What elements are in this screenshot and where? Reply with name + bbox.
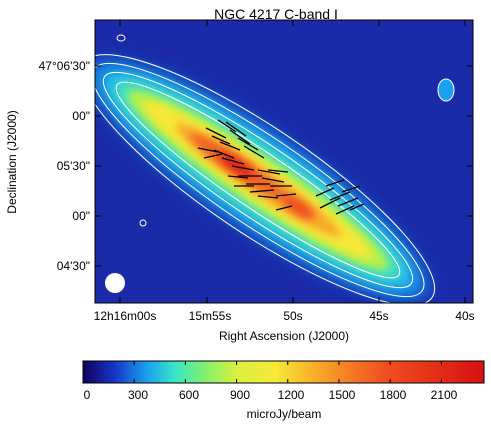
polarization-vector — [257, 169, 281, 175]
polarization-vector — [197, 147, 219, 153]
x-tick-label: 40s — [455, 309, 474, 323]
colorbar-tick-label: 600 — [179, 388, 199, 402]
colorbar-tick-label: 1200 — [278, 388, 305, 402]
polarization-vector — [219, 141, 241, 151]
colorbar-tick-label: 1800 — [380, 388, 407, 402]
polarization-vector — [225, 121, 247, 137]
x-tick-label: 12h16m00s — [94, 309, 157, 323]
radio-image — [95, 20, 473, 303]
colorbar-ticks — [82, 361, 442, 383]
polarization-vector — [267, 169, 289, 173]
colorbar: 0 300 600 900 1200 1500 1800 2100 microJ… — [82, 360, 485, 421]
polarization-vector — [205, 127, 227, 139]
faint-source — [139, 219, 147, 227]
polarization-vector — [257, 195, 279, 199]
polarization-vector — [217, 119, 237, 133]
polarization-vectors — [197, 119, 365, 215]
polarization-vector — [243, 145, 265, 159]
plot-frame — [94, 19, 474, 304]
y-tick-label: 04'30" — [57, 259, 90, 273]
polarization-vector — [349, 203, 365, 211]
y-axis-label: Declination (J2000) — [5, 110, 19, 213]
polarization-vector — [329, 191, 351, 201]
polarization-vector — [275, 205, 293, 211]
x-tick-label: 45s — [369, 309, 388, 323]
polarization-vector — [337, 197, 359, 207]
polarization-vector — [231, 165, 255, 171]
figure-title: NGC 4217 C-band I — [214, 6, 338, 22]
colorbar-tick-label: 300 — [128, 388, 148, 402]
polarization-vector — [261, 177, 285, 183]
colorbar-tick-label: 0 — [84, 388, 91, 402]
x-tick-label: 50s — [283, 309, 302, 323]
polarization-vector — [319, 197, 341, 209]
polarization-vector — [249, 189, 275, 193]
y-tick-label: 00" — [72, 109, 90, 123]
colorbar-tick-label: 900 — [230, 388, 250, 402]
colorbar-label: microJy/beam — [247, 407, 322, 421]
polarization-vector — [211, 135, 231, 145]
polarization-vector — [213, 149, 235, 159]
beam-marker — [105, 273, 125, 293]
polarization-vector — [221, 157, 245, 165]
colorbar-tick-label: 1500 — [329, 388, 356, 402]
polarization-vector — [227, 175, 249, 179]
faint-source — [116, 34, 126, 42]
polarization-vector — [203, 153, 223, 159]
contours — [95, 54, 436, 303]
x-tick-label: 15m55s — [189, 309, 232, 323]
polarization-vector — [315, 187, 335, 197]
polarization-vector — [275, 193, 297, 197]
y-tick-label: 05'30" — [57, 159, 90, 173]
x-axis-label: Right Ascension (J2000) — [219, 329, 349, 343]
y-tick-label: 00" — [72, 209, 90, 223]
colorbar-gradient — [82, 360, 485, 384]
axis-ticks — [95, 20, 473, 303]
polarization-vector — [341, 185, 361, 193]
y-tick-label: 47°06'30" — [39, 59, 90, 73]
polarization-vector — [325, 179, 345, 187]
polarization-vector — [237, 137, 259, 151]
polarization-vector — [335, 205, 355, 215]
compact-source — [437, 78, 455, 102]
colorbar-tick-label: 2100 — [431, 388, 458, 402]
polarization-vector — [229, 129, 251, 145]
